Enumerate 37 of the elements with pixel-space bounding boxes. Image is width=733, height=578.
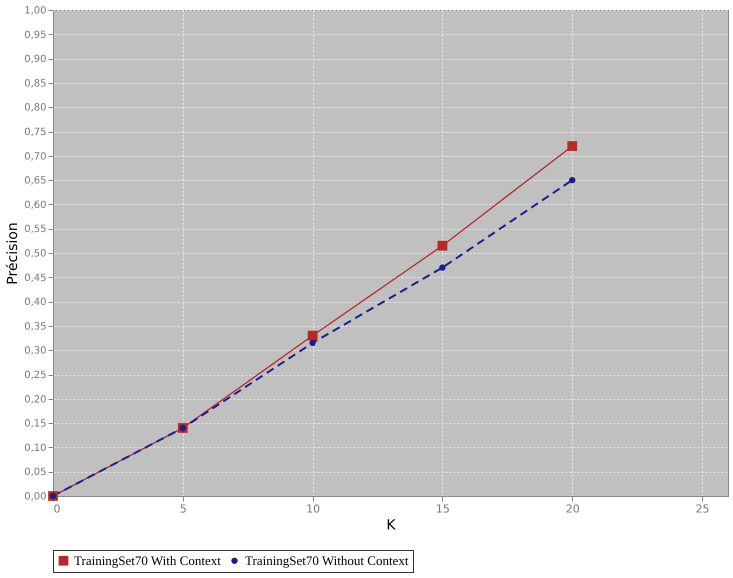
y-tick-label: 0,15 bbox=[24, 418, 46, 430]
legend-label: TrainingSet70 With Context bbox=[74, 552, 222, 568]
y-tick-label: 0,55 bbox=[24, 224, 46, 236]
y-tick-label: 0,75 bbox=[24, 127, 46, 138]
point bbox=[309, 340, 316, 346]
y-tick-label: 0,05 bbox=[24, 467, 46, 478]
point bbox=[569, 176, 576, 184]
y-tick-label: 0,35 bbox=[24, 321, 46, 332]
y-tick-label: 0,00 bbox=[24, 492, 46, 502]
legend-label: TrainingSet70 Without Context bbox=[245, 552, 409, 568]
y-tick-label: 0,60 bbox=[24, 200, 46, 211]
x-tick-label: 0 bbox=[54, 502, 60, 516]
point bbox=[438, 240, 448, 251]
x-tick-label: 15 bbox=[436, 502, 450, 516]
y-tick-label: 0,10 bbox=[24, 442, 46, 454]
y-tick-label: 0,25 bbox=[24, 370, 46, 381]
y-tick-label: 0,40 bbox=[24, 297, 46, 308]
y-tick-label: 0,45 bbox=[24, 272, 46, 284]
y-tick-label: 0,30 bbox=[24, 346, 46, 357]
y-tick-label: 0,70 bbox=[24, 151, 46, 162]
x-tick-label: 10 bbox=[306, 502, 320, 516]
y-tick-label: 0,90 bbox=[24, 54, 46, 66]
x-tick-label: 20 bbox=[566, 502, 580, 516]
y-axis-title: Précision bbox=[5, 222, 22, 285]
y-tick-label: 0,65 bbox=[24, 176, 46, 187]
point bbox=[308, 330, 318, 340]
x-tick-label: 25 bbox=[696, 502, 710, 516]
y-tick-label: 0,85 bbox=[24, 78, 46, 90]
x-tick-label: 5 bbox=[180, 502, 187, 516]
y-tick-label: 0,95 bbox=[24, 30, 46, 41]
y-tick-label: 0,50 bbox=[24, 248, 46, 260]
y-tick-label: 1,00 bbox=[24, 6, 46, 16]
point bbox=[567, 141, 578, 151]
point bbox=[439, 264, 446, 271]
y-tick-label: 0,80 bbox=[24, 102, 46, 114]
y-tick-label: 0,20 bbox=[24, 394, 46, 406]
x-axis-title: K bbox=[386, 518, 396, 534]
